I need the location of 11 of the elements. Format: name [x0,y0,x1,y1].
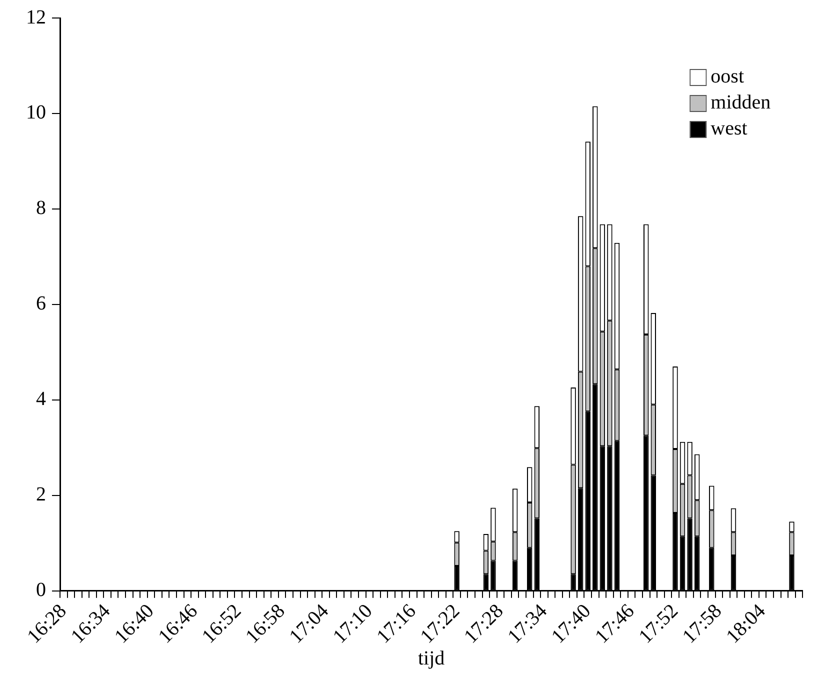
y-tick-label: 8 [36,197,46,220]
legend-label: oost [710,65,744,88]
y-tick-label: 2 [36,484,46,506]
y-tick-label: 0 [36,579,46,602]
y-tick-label: 12 [26,6,46,28]
y-tick-label: 10 [26,102,46,124]
y-tick-label: 6 [36,292,46,315]
y-tick-label: 4 [36,388,46,410]
x-axis-title: tijd [418,647,445,670]
legend-label: west [710,117,748,140]
legend-label: midden [710,91,771,114]
